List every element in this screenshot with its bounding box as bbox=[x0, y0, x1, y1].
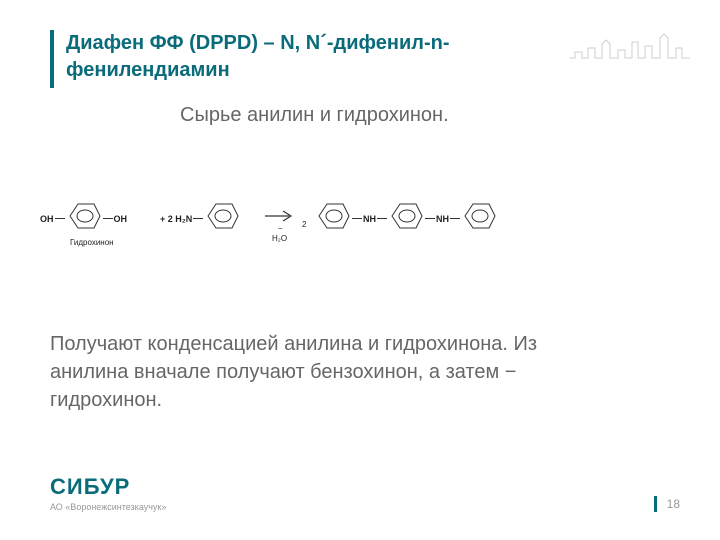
reaction-diagram: OH OH Гидрохинон + 2 H₂N − H₂O 2 bbox=[40, 180, 680, 260]
body-text: Получают конденсацией анилина и гидрохин… bbox=[50, 330, 610, 414]
byproduct-minus: − bbox=[278, 224, 283, 233]
subtitle: Сырье анилин и гидрохинон. bbox=[180, 104, 449, 127]
bond bbox=[450, 218, 460, 219]
reaction-arrow-icon bbox=[265, 210, 295, 222]
company-logo: СИБУР bbox=[50, 474, 166, 500]
page-number-block: 18 bbox=[654, 496, 680, 512]
reactant-hydroquinone: OH OH bbox=[40, 200, 127, 237]
reactant-aniline: + 2 H₂N bbox=[160, 200, 240, 237]
slide-title: Диафен ФФ (DPPD) – N, N´-дифенил-n-фенил… bbox=[66, 30, 486, 84]
bond bbox=[352, 218, 362, 219]
slide: Диафен ФФ (DPPD) – N, N´-дифенил-n-фенил… bbox=[0, 0, 720, 540]
bond bbox=[425, 218, 435, 219]
benzene-ring-icon bbox=[388, 200, 424, 237]
label-oh-right: OH bbox=[114, 214, 128, 224]
title-accent-bar bbox=[50, 30, 54, 88]
bond bbox=[377, 218, 387, 219]
bond bbox=[103, 218, 113, 219]
benzene-ring-icon bbox=[461, 200, 497, 237]
label-nh: NH bbox=[436, 214, 449, 224]
bond bbox=[55, 218, 65, 219]
title-block: Диафен ФФ (DPPD) – N, N´-дифенил-n-фенил… bbox=[50, 30, 486, 88]
label-reagent: + 2 H₂N bbox=[160, 214, 192, 224]
skyline-icon bbox=[570, 30, 690, 65]
bond bbox=[193, 218, 203, 219]
label-oh-left: OH bbox=[40, 214, 54, 224]
logo-block: СИБУР АО «Воронежсинтезкаучук» bbox=[50, 474, 166, 512]
company-subtitle: АО «Воронежсинтезкаучук» bbox=[50, 502, 166, 512]
benzene-ring-icon bbox=[66, 200, 102, 237]
byproduct-water: H₂O bbox=[272, 234, 287, 243]
benzene-ring-icon bbox=[204, 200, 240, 237]
product-dppd: NH NH bbox=[315, 200, 497, 237]
page-accent-bar bbox=[654, 496, 657, 512]
benzene-ring-icon bbox=[315, 200, 351, 237]
label-nh: NH bbox=[363, 214, 376, 224]
page-number: 18 bbox=[667, 497, 680, 511]
reactant-label: Гидрохинон bbox=[70, 238, 114, 247]
product-coef: 2 bbox=[302, 220, 306, 229]
